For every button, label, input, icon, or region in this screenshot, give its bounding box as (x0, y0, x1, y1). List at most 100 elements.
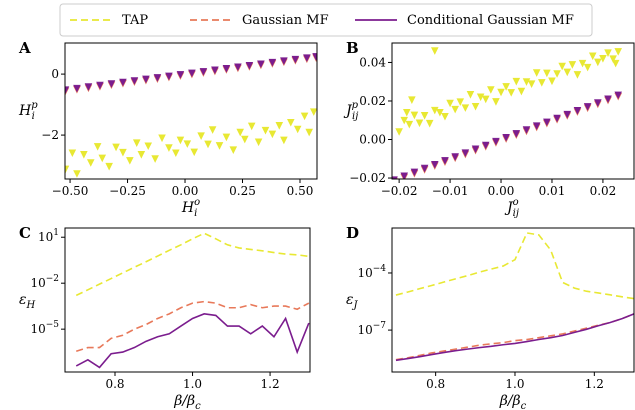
scatter-point (98, 154, 107, 163)
scatter-point (527, 80, 536, 89)
scatter-point (190, 148, 199, 157)
axes-frame (391, 42, 635, 180)
x-tick-label: 0.25 (229, 184, 256, 198)
y-tick-label: −2 (41, 128, 59, 142)
scatter-point (158, 134, 166, 143)
x-tick-label: −0.02 (381, 184, 418, 198)
axis-label: β/βc (173, 393, 201, 410)
axis-label: Jp ij (343, 100, 359, 122)
scatter-point (451, 105, 459, 114)
tick-base: 0.00 (359, 133, 386, 147)
series-line (75, 300, 310, 353)
scatter-point (441, 157, 449, 165)
scatter-point (293, 125, 302, 134)
scatter-point (211, 66, 219, 75)
scatter-point (245, 61, 254, 70)
scatter-point (476, 93, 485, 102)
scatter-point (153, 74, 162, 82)
scatter-point (451, 153, 459, 161)
scatter-point (275, 122, 284, 130)
scatter-point (588, 52, 597, 61)
scatter-point (229, 146, 238, 155)
scatter-point (471, 102, 480, 111)
scatter-point (543, 118, 551, 127)
y-tick-label: 10−2 (30, 274, 59, 290)
scatter-point (105, 162, 113, 171)
scatter-point (112, 143, 120, 152)
tick-sup: −7 (373, 321, 387, 331)
label-sub: i (194, 208, 197, 219)
scatter-point (137, 151, 146, 159)
series-line (395, 313, 634, 362)
scatter-point (548, 77, 556, 86)
scatter-point (254, 138, 263, 147)
scatter-point (291, 55, 300, 64)
scatter-point (594, 58, 602, 67)
scatter-point (461, 104, 470, 112)
label-sub: ij (513, 208, 519, 219)
scatter-point (208, 126, 217, 134)
scatter-point (119, 78, 127, 87)
label-sub: H (26, 300, 36, 311)
scatter-point (466, 91, 475, 99)
x-tick-label: 0.8 (426, 377, 445, 391)
plot-area (392, 47, 622, 179)
scatter-point (261, 126, 270, 135)
series-line (395, 313, 634, 361)
x-tick-label: 0.02 (590, 184, 617, 198)
scatter-point (522, 126, 531, 134)
scatter-point (446, 99, 454, 108)
scatter-point (517, 87, 526, 96)
scatter-point (222, 133, 231, 142)
plot-area (75, 232, 310, 369)
x-tick-label: 1.2 (585, 377, 604, 391)
scatter-point (395, 128, 403, 136)
y-tick-label: 0.04 (359, 55, 386, 69)
scatter-point (568, 61, 577, 69)
scatter-point (481, 95, 490, 104)
scatter-point (188, 69, 196, 78)
scatter-point (425, 119, 434, 128)
scatter-point (130, 77, 139, 85)
scatter-point (410, 168, 419, 177)
label-base: ε (19, 292, 27, 308)
axis-label: εJ (346, 292, 359, 311)
scatter-point (215, 142, 224, 150)
scatter-point (492, 98, 500, 106)
scatter-point (142, 75, 150, 84)
axis-label: Hp i (18, 100, 38, 122)
scatter-point (441, 112, 449, 121)
scatter-point (73, 84, 81, 93)
scatter-point (132, 139, 141, 147)
x-tick-label: 1.0 (505, 377, 524, 391)
scatter-point (522, 78, 531, 86)
label-sub: i (32, 111, 35, 122)
plot-area (395, 232, 634, 362)
label-base: J (504, 200, 514, 216)
series-line (395, 232, 634, 300)
scatter-point (420, 164, 429, 173)
scatter-point (431, 106, 439, 115)
tick-base: −2 (41, 128, 59, 142)
scatter-point (309, 108, 317, 116)
scatter-point (165, 144, 173, 152)
scatter-point (80, 151, 88, 159)
scatter-point (614, 48, 622, 56)
tick-sup: −2 (46, 274, 59, 284)
axes-frame (64, 227, 311, 373)
legend-label: TAP (122, 13, 148, 28)
panel-label: C (19, 224, 31, 242)
y-tick-label: 0.00 (359, 133, 386, 147)
scatter-point (392, 176, 398, 179)
scatter-point (305, 128, 313, 137)
tick-sup: −5 (46, 320, 60, 330)
axes-frame (64, 42, 318, 180)
scatter-point (126, 157, 134, 165)
x-tick-label: 1.2 (261, 377, 280, 391)
scatter-point (183, 140, 192, 148)
scatter-point (268, 58, 277, 67)
label-sub: c (195, 401, 201, 410)
legend-label: Conditional Gaussian MF (407, 13, 574, 28)
scatter-point (553, 70, 561, 78)
tick-base: 10 (38, 230, 53, 244)
